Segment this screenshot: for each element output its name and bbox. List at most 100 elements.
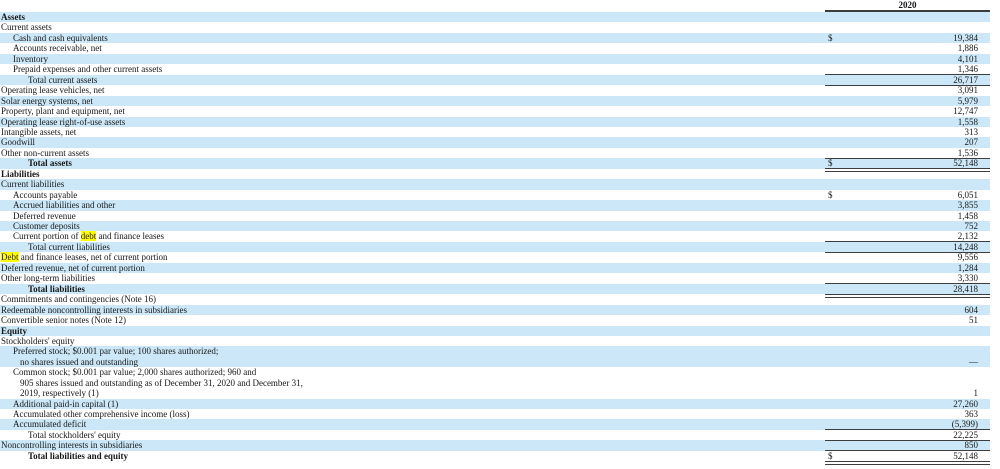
row-label: Total current assets [0, 75, 825, 85]
label-line: Other non-current assets [1, 147, 89, 158]
row-value: 28,418 [953, 283, 978, 294]
section-assets: Assets [0, 12, 990, 23]
row-value: 14,248 [953, 241, 978, 252]
label-line: Total liabilities and equity [28, 450, 128, 461]
row-label: Current liabilities [0, 179, 825, 189]
row-prepaid-expenses: Prepaid expenses and other current asset… [0, 64, 990, 74]
row-debt-finance-leases: Debt and finance leases, net of current … [0, 252, 990, 263]
row-label: Total liabilities and equity [0, 451, 825, 461]
value-cell [825, 336, 990, 346]
label-line: Total liabilities [28, 283, 85, 294]
row-total-assets: Total assets $52,148 [0, 157, 990, 173]
row-value: (5,399) [951, 419, 978, 430]
label-line: Other long-term liabilities [1, 273, 95, 284]
row-value: 51 [969, 315, 978, 326]
row-label: Accrued liabilities and other [0, 200, 825, 210]
row-value: 3,855 [957, 200, 978, 211]
row-value: 752 [964, 221, 979, 231]
row-cash: Cash and cash equivalents $19,384 [0, 32, 990, 44]
value-cell [825, 22, 990, 32]
label-line: Cash and cash equivalents [13, 32, 108, 43]
label-line: Goodwill [1, 137, 36, 148]
row-value: 363 [964, 409, 979, 420]
row-label: Intangible assets, net [0, 127, 825, 137]
row-label: Redeemable noncontrolling interests in s… [0, 305, 825, 315]
label-line: Assets [1, 12, 25, 22]
row-value: 4,101 [957, 53, 978, 64]
value-cell: 5,979 [825, 96, 990, 106]
label-line: Liabilities [1, 168, 40, 179]
value-cell: 1,284 [825, 263, 990, 273]
row-total-liabilities-equity: Total liabilities and equity $52,148 [0, 450, 990, 466]
currency-symbol: $ [828, 450, 833, 461]
row-label: Current portion of debt and finance leas… [0, 231, 825, 242]
row-value: 1,558 [957, 116, 978, 127]
value-cell [825, 294, 990, 304]
row-value: 1,284 [957, 262, 978, 273]
label-line: Total assets [28, 158, 72, 169]
label-line: Operating lease vehicles, net [1, 85, 105, 96]
label-line: Total stockholders' equity [28, 429, 121, 440]
value-cell: 27,260 [825, 399, 990, 409]
value-cell: $6,051 [825, 190, 990, 200]
row-label: Goodwill [0, 137, 825, 147]
value-cell: 2,132 [825, 231, 990, 241]
label-line: Additional paid-in capital (1) [13, 398, 119, 409]
row-label: Accounts receivable, net [0, 43, 825, 53]
label-line: Current assets [1, 22, 52, 33]
value-cell: 1,558 [825, 117, 990, 127]
value-cell: 363 [825, 409, 990, 419]
row-value: 313 [964, 126, 979, 137]
row-label: Accounts payable [0, 190, 825, 200]
row-current-liabilities: Current liabilities [0, 179, 990, 190]
row-value: 1,346 [957, 64, 978, 75]
value-cell: 51 [825, 315, 990, 325]
row-value: 12,747 [953, 106, 978, 117]
row-commitments-contingencies: Commitments and contingencies (Note 16) [0, 294, 990, 304]
row-value: 52,148 [953, 158, 978, 169]
row-value: 26,717 [953, 74, 978, 85]
row-value: 1,536 [957, 147, 978, 158]
year-label: 2020 [898, 0, 917, 10]
row-total-liabilities: Total liabilities 28,418 [0, 283, 990, 299]
row-current-portion-debt: Current portion of debt and finance leas… [0, 231, 990, 242]
row-value: 604 [964, 304, 979, 315]
row-accounts-receivable: Accounts receivable, net 1,886 [0, 43, 990, 53]
value-cell: 1,886 [825, 43, 990, 53]
row-value: 5,979 [957, 95, 978, 106]
row-label: Deferred revenue [0, 211, 825, 221]
label-line: Current liabilities [1, 179, 65, 190]
row-label: Operating lease right-of-use assets [0, 117, 825, 127]
row-label: Total stockholders' equity [0, 430, 825, 440]
value-cell: 313 [825, 127, 990, 137]
label-line: Common stock; $0.001 par value; 2,000 sh… [13, 367, 257, 378]
value-cell: 1,346 [825, 64, 990, 74]
currency-symbol: $ [828, 158, 833, 169]
label-line: Equity [1, 325, 28, 336]
label-text: and finance leases [96, 231, 164, 242]
row-label: Additional paid-in capital (1) [0, 399, 825, 409]
row-value: 27,260 [953, 398, 978, 409]
row-other-long-term-liabilities: Other long-term liabilities 3,330 [0, 273, 990, 283]
value-cell: 12,747 [825, 106, 990, 116]
row-label: Noncontrolling interests in subsidiaries [0, 440, 825, 450]
row-value: 1 [973, 388, 979, 399]
label-line: Stockholders' equity [1, 335, 75, 346]
label-line: Total current assets [28, 74, 98, 85]
label-line: 905 shares issued and outstanding as of … [20, 377, 303, 388]
value-cell: 22,225 [825, 429, 990, 442]
row-label: Commitments and contingencies (Note 16) [0, 294, 825, 304]
section-liabilities: Liabilities [0, 169, 990, 179]
row-label: Convertible senior notes (Note 12) [0, 315, 825, 325]
row-other-non-current-assets: Other non-current assets 1,536 [0, 148, 990, 158]
value-cell: 752 [825, 221, 990, 231]
value-cell: 26,717 [825, 74, 990, 87]
label-line: Inventory [13, 53, 48, 64]
row-stockholders-equity: Stockholders' equity [0, 336, 990, 346]
row-label: Operating lease vehicles, net [0, 85, 825, 95]
value-cell: $19,384 [825, 33, 990, 43]
value-cell: — [825, 346, 990, 367]
value-cell: 4,101 [825, 54, 990, 64]
row-common-stock: Common stock; $0.001 par value; 2,000 sh… [0, 367, 990, 398]
